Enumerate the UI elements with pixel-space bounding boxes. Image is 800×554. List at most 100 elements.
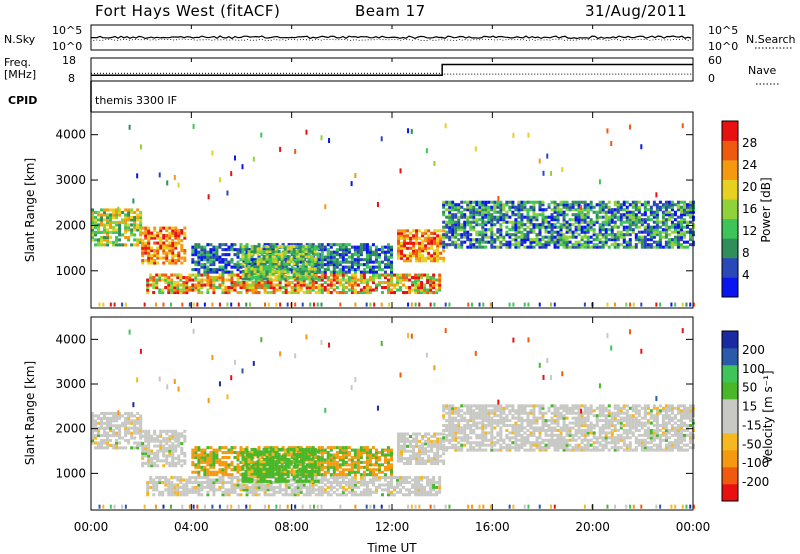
power-cell: [159, 226, 163, 230]
power-cell: [427, 246, 431, 250]
power-cell: [427, 234, 431, 238]
power-cell: [421, 254, 425, 258]
power-cell: [230, 278, 234, 282]
power-cell: [538, 233, 542, 237]
velocity-cell: [174, 437, 178, 441]
velocity-cell: [362, 490, 366, 494]
power-cell: [91, 208, 94, 212]
velocity-cell: [194, 480, 198, 485]
power-cell: [241, 269, 245, 273]
power-cell: [144, 229, 148, 233]
velocity-cell: [147, 434, 151, 438]
power-cell: [430, 254, 434, 258]
power-cell: [177, 239, 181, 243]
velocity-cell: [242, 483, 246, 487]
power-cell: [466, 245, 470, 249]
power-cell: [481, 220, 485, 224]
power-scatter: [91, 123, 695, 307]
power-cell: [402, 276, 406, 280]
power-cell: [275, 302, 278, 307]
power-cell: [290, 276, 294, 280]
power-cell: [526, 218, 530, 222]
power-cell: [118, 210, 122, 215]
power-cell: [604, 233, 608, 237]
power-cell: [338, 248, 342, 252]
velocity-cell: [280, 457, 284, 461]
velocity-cell: [350, 485, 354, 489]
power-cell: [320, 276, 324, 280]
velocity-cell: [326, 470, 330, 474]
velocity-cell: [121, 446, 125, 450]
power-cell: [371, 288, 375, 292]
power-cell: [610, 233, 614, 237]
power-cell: [335, 248, 339, 252]
power-cell: [658, 245, 662, 249]
power-cell: [535, 240, 539, 244]
power-cell: [553, 225, 557, 229]
power-cell: [350, 255, 354, 259]
power-cell: [598, 210, 602, 214]
power-cell: [313, 244, 317, 249]
power-cell: [676, 240, 680, 244]
power-cell: [263, 290, 267, 295]
power-cell: [433, 241, 437, 245]
power-cell: [239, 290, 243, 295]
power-cell: [412, 236, 416, 240]
power-cell: [200, 258, 204, 262]
power-cell: [613, 302, 616, 307]
velocity-cell: [403, 444, 407, 448]
power-cell: [457, 243, 461, 247]
power-cell: [460, 228, 464, 232]
velocity-cell: [139, 419, 143, 423]
power-cell: [259, 277, 263, 281]
power-cell: [224, 265, 228, 269]
power-cell: [94, 233, 98, 237]
velocity-cell: [182, 478, 186, 482]
power-cell: [667, 213, 671, 217]
power-cell: [374, 288, 378, 292]
velocity-cell: [250, 465, 254, 469]
power-cell: [236, 265, 240, 269]
power-cell: [165, 256, 169, 260]
power-cell: [171, 239, 175, 243]
velocity-cell: [139, 416, 143, 420]
power-cell: [350, 268, 354, 272]
velocity-cell: [212, 493, 216, 497]
power-cell: [562, 235, 566, 239]
power-cell: [396, 276, 400, 280]
power-cell: [493, 210, 497, 214]
velocity-cell: [260, 488, 264, 492]
power-cell: [389, 283, 393, 287]
velocity-cell: [403, 434, 407, 439]
power-cell: [368, 268, 372, 272]
velocity-cell: [287, 493, 291, 497]
power-cell: [562, 225, 566, 229]
velocity-cell: [332, 446, 336, 450]
velocity-cell: [307, 472, 311, 476]
power-cell: [659, 302, 662, 307]
power-cell: [511, 203, 515, 207]
power-cell: [141, 251, 145, 255]
power-cell: [688, 243, 692, 247]
power-cell: [454, 233, 458, 237]
power-cell: [448, 228, 452, 232]
power-cell: [547, 203, 551, 207]
power-cell: [305, 288, 309, 292]
power-cell: [386, 283, 390, 287]
power-cell: [457, 233, 461, 237]
power-cell: [445, 223, 449, 227]
velocity-cell: [263, 490, 267, 494]
power-cell: [559, 208, 563, 212]
power-cell: [295, 262, 299, 266]
power-cell: [613, 243, 617, 247]
power-cell: [448, 200, 452, 204]
power-cell: [373, 302, 376, 307]
velocity-cell: [260, 485, 264, 489]
power-cell: [637, 205, 641, 209]
power-cell: [266, 285, 270, 290]
power-cell: [350, 263, 354, 267]
power-cell: [197, 278, 201, 282]
power-cell: [323, 285, 327, 290]
power-cell: [165, 236, 169, 240]
power-cell: [429, 288, 433, 292]
